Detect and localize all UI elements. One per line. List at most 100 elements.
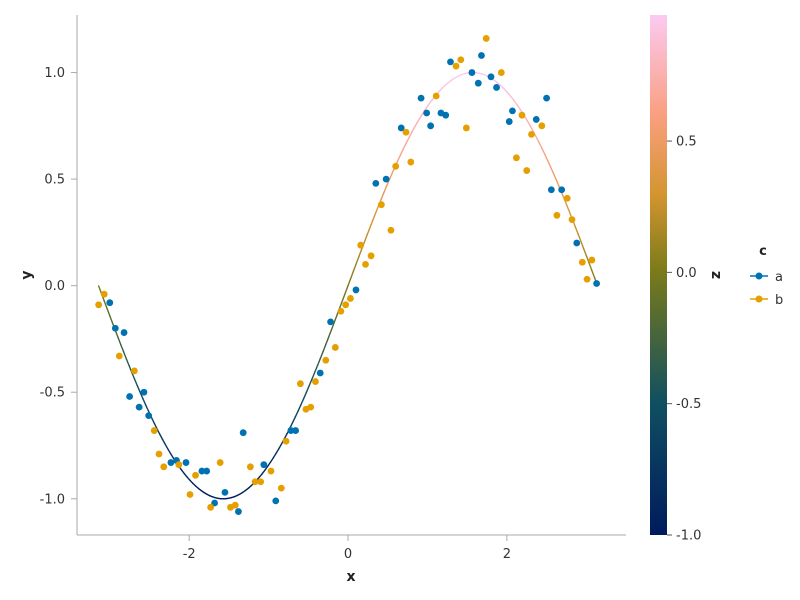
point-a — [235, 508, 242, 515]
legend: c a b — [750, 244, 783, 308]
point-a — [478, 52, 485, 59]
x-axis-ticks: -2 0 2 — [183, 535, 511, 562]
y-tick-label: 0.5 — [44, 173, 65, 188]
curve-segment — [97, 285, 103, 295]
point-a — [573, 239, 581, 247]
curve-segment — [269, 457, 274, 463]
point-a — [287, 427, 295, 434]
curve-segment — [125, 358, 130, 367]
curve-segment — [272, 452, 277, 459]
curve-segment — [181, 469, 186, 475]
curve-segment — [139, 391, 144, 400]
y-tick-label: -1.0 — [40, 492, 65, 507]
curve-segment — [527, 121, 532, 128]
curve-segment — [319, 350, 324, 360]
curve-segment — [405, 136, 410, 144]
point-b — [95, 301, 103, 309]
curve-segment — [275, 448, 280, 455]
point-b — [150, 427, 158, 434]
point-b — [482, 35, 490, 42]
curve-segment — [580, 240, 585, 250]
point-a — [272, 497, 280, 505]
point-b — [377, 201, 385, 209]
curve-segment — [333, 314, 338, 324]
colorbar — [650, 15, 667, 535]
point-a — [505, 118, 513, 125]
x-tick-label: 0 — [344, 547, 352, 562]
curve-segment — [330, 321, 335, 331]
curve-segment — [120, 343, 125, 353]
curve-segment — [339, 299, 344, 309]
curve-segment — [322, 343, 327, 353]
point-b — [155, 450, 163, 458]
curve-segment — [294, 410, 299, 418]
point-b — [462, 124, 470, 132]
point-b — [497, 69, 505, 76]
curve-segment — [266, 461, 272, 468]
point-a — [211, 499, 219, 507]
curve-segment — [308, 378, 313, 387]
point-b — [267, 467, 275, 475]
point-b — [513, 154, 520, 162]
curve-segment — [122, 351, 128, 360]
curve-segment — [397, 153, 402, 162]
point-b — [192, 471, 199, 479]
curve-segment — [297, 404, 302, 412]
curve-segment — [416, 117, 421, 124]
point-a — [182, 459, 190, 466]
legend-label-a: a — [775, 270, 783, 285]
point-b — [588, 256, 596, 264]
y-tick-label: -0.5 — [40, 386, 65, 401]
point-a — [140, 388, 148, 396]
legend-swatch-dot-b — [755, 295, 763, 303]
point-b — [175, 461, 183, 469]
point-a — [126, 393, 134, 400]
point-b — [322, 356, 330, 364]
curve-segment — [372, 212, 377, 221]
point-a — [145, 412, 153, 420]
curve-segment — [106, 307, 111, 317]
curve-segment — [366, 226, 371, 235]
point-a — [543, 94, 550, 102]
curve-segment — [524, 116, 529, 123]
point-a — [316, 369, 324, 377]
curve-segment — [358, 247, 363, 257]
point-b — [296, 380, 304, 388]
curve-segment — [158, 433, 164, 440]
curve-segment — [388, 172, 394, 180]
curve-segment — [167, 448, 172, 455]
y-tick-label: 0.0 — [44, 279, 65, 294]
curve-segment — [327, 329, 333, 338]
x-axis-title: x — [346, 569, 355, 585]
point-b — [207, 503, 215, 511]
point-a — [532, 116, 540, 123]
point-a — [135, 403, 143, 411]
curve-segment — [582, 247, 588, 257]
curve-segment — [316, 357, 322, 367]
curve-segment — [402, 142, 407, 150]
curve-segment — [314, 364, 319, 373]
point-a — [558, 186, 566, 194]
point-a — [292, 427, 300, 434]
point-a — [468, 69, 476, 76]
curve-segment — [325, 336, 330, 346]
point-a — [111, 324, 119, 332]
point-a — [447, 58, 454, 66]
curve-segment — [546, 159, 552, 167]
curve-segment — [145, 404, 150, 412]
curve-segment — [350, 270, 355, 279]
x-tick-label: -2 — [183, 547, 196, 562]
curve-segment — [585, 254, 590, 264]
point-a — [106, 299, 114, 307]
point-a — [493, 84, 500, 91]
curve-segment — [411, 126, 416, 134]
point-b — [216, 459, 224, 466]
point-a — [203, 467, 211, 475]
curve-segment — [591, 269, 596, 279]
point-b — [307, 403, 315, 411]
point-b — [246, 463, 254, 471]
point-a — [221, 488, 229, 496]
curve-segment — [508, 93, 513, 99]
y-axis-ticks: -1.0 -0.5 0.0 0.5 1.0 — [40, 66, 77, 507]
curve-segment — [355, 255, 360, 265]
